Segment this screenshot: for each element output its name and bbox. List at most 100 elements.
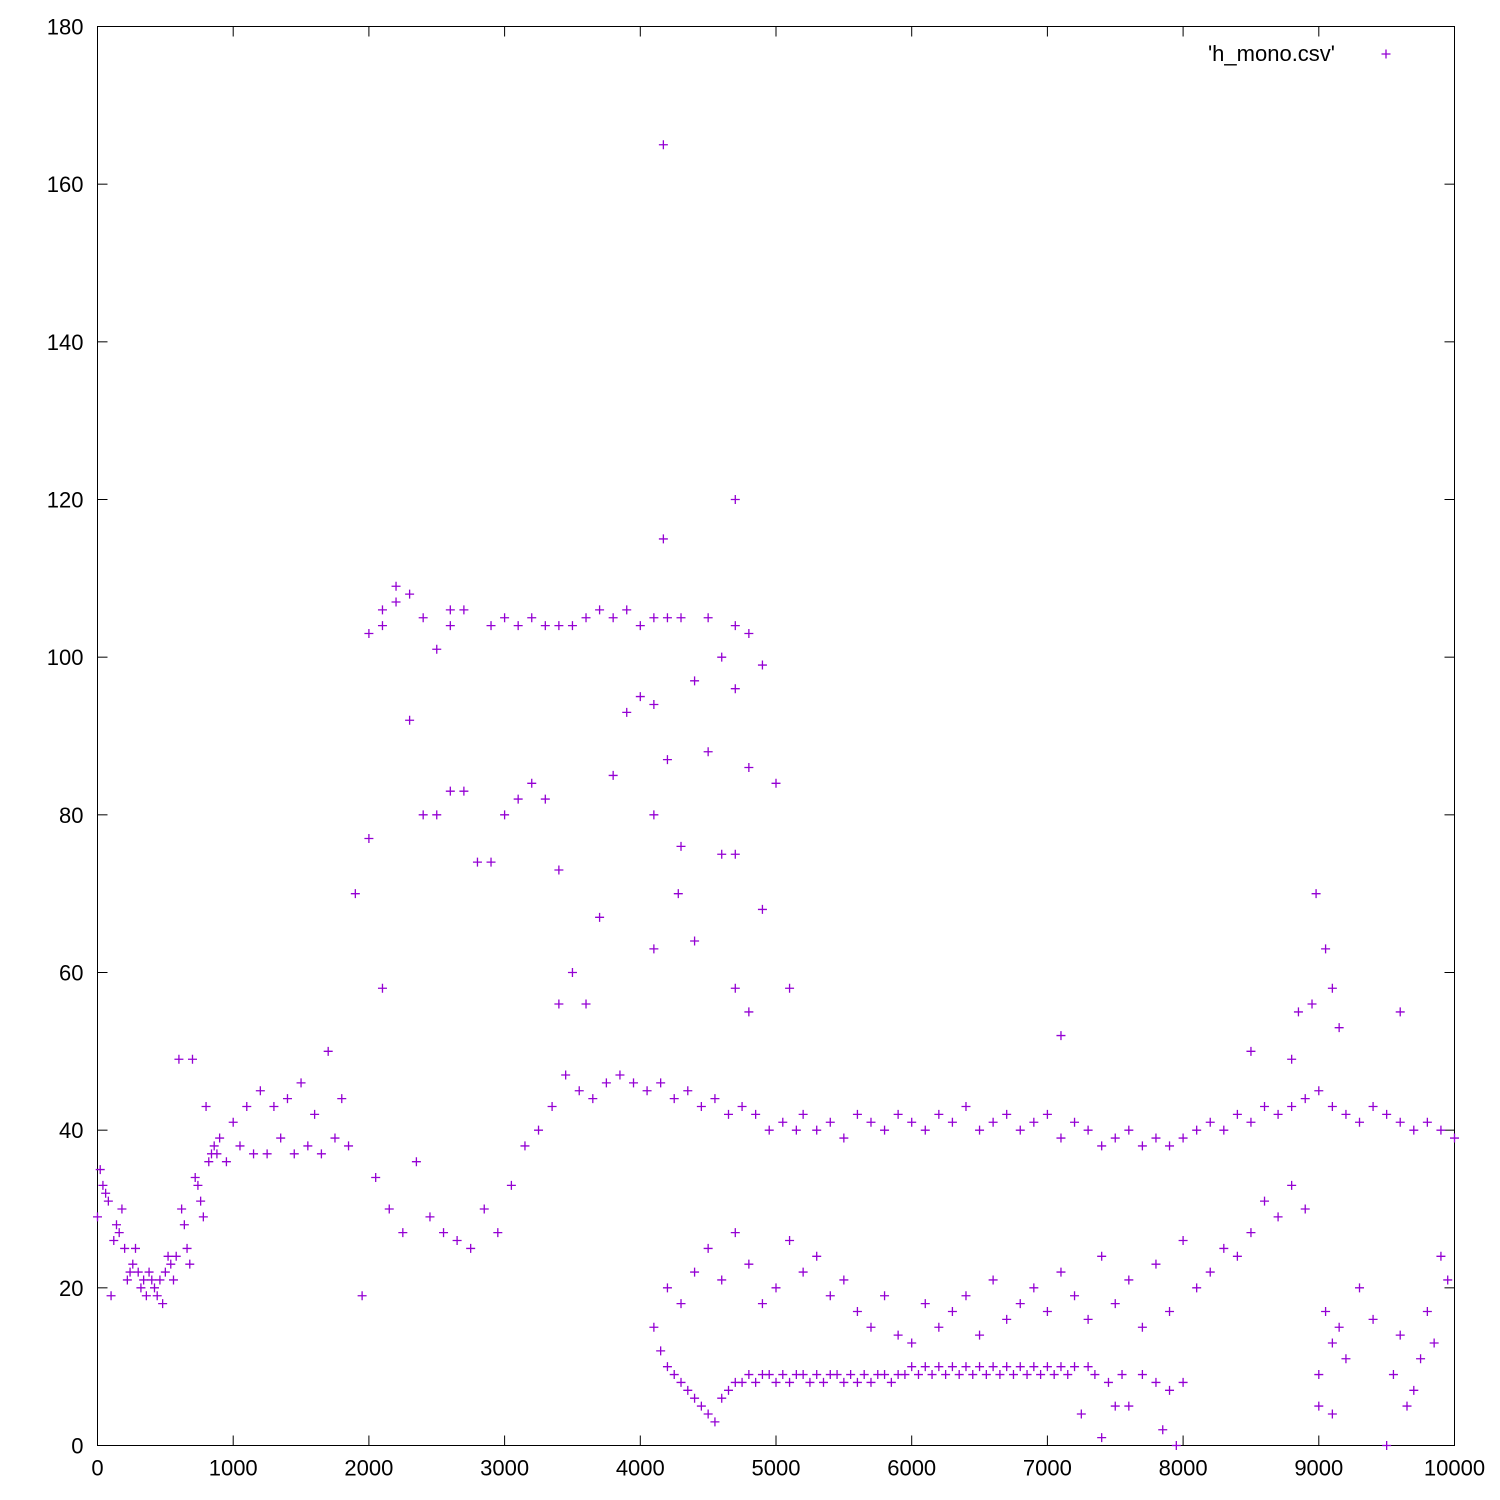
- data-point: [1165, 1385, 1175, 1395]
- data-point: [459, 786, 469, 796]
- data-points: [93, 140, 1459, 1450]
- data-point: [1334, 1322, 1344, 1332]
- data-point: [1307, 999, 1317, 1009]
- data-point: [249, 1149, 259, 1159]
- data-point: [1409, 1125, 1419, 1135]
- data-point: [934, 1322, 944, 1332]
- data-point: [1002, 1109, 1012, 1119]
- data-point: [357, 1291, 367, 1301]
- data-point: [785, 1236, 795, 1246]
- data-point: [662, 1283, 672, 1293]
- data-point: [669, 1094, 679, 1104]
- data-point: [601, 1078, 611, 1088]
- data-point: [1436, 1251, 1446, 1261]
- data-point: [975, 1330, 985, 1340]
- data-point: [893, 1109, 903, 1119]
- data-point: [1063, 1370, 1073, 1380]
- data-point: [934, 1109, 944, 1119]
- data-point: [1137, 1141, 1147, 1151]
- data-point: [1395, 1007, 1405, 1017]
- data-point: [133, 1267, 143, 1277]
- data-point: [1015, 1125, 1025, 1135]
- data-point: [880, 1291, 890, 1301]
- data-point: [588, 1094, 598, 1104]
- data-point: [152, 1291, 162, 1301]
- data-point: [1192, 1283, 1202, 1293]
- data-point: [198, 1212, 208, 1222]
- data-point: [954, 1370, 964, 1380]
- data-point: [182, 1243, 192, 1253]
- data-point: [798, 1370, 808, 1380]
- data-point: [920, 1125, 930, 1135]
- data-point: [798, 1267, 808, 1277]
- data-point: [907, 1117, 917, 1127]
- data-point: [1097, 1251, 1107, 1261]
- data-point: [486, 857, 496, 867]
- data-point: [751, 1109, 761, 1119]
- data-point: [1293, 1007, 1303, 1017]
- data-point: [649, 944, 659, 954]
- data-point: [920, 1299, 930, 1309]
- data-point: [1090, 1370, 1100, 1380]
- data-point: [445, 605, 455, 615]
- data-point: [130, 1243, 140, 1253]
- data-point: [506, 1180, 516, 1190]
- data-point: [1443, 1275, 1453, 1285]
- data-point: [282, 1094, 292, 1104]
- data-point: [1042, 1306, 1052, 1316]
- data-point: [1205, 1267, 1215, 1277]
- data-point: [1056, 1362, 1066, 1372]
- data-point: [581, 613, 591, 623]
- data-point: [907, 1362, 917, 1372]
- data-point: [1151, 1133, 1161, 1143]
- data-point: [778, 1370, 788, 1380]
- data-point: [737, 1377, 747, 1387]
- data-point: [1321, 944, 1331, 954]
- data-point: [1042, 1109, 1052, 1119]
- data-point: [1083, 1314, 1093, 1324]
- data-point: [913, 1370, 923, 1380]
- data-point: [690, 1267, 700, 1277]
- data-point: [141, 1291, 151, 1301]
- data-point: [1382, 1441, 1392, 1450]
- data-point: [344, 1141, 354, 1151]
- data-point: [527, 778, 537, 788]
- data-point: [1314, 1086, 1324, 1096]
- data-point: [1355, 1117, 1365, 1127]
- data-point: [968, 1370, 978, 1380]
- data-point: [364, 833, 374, 843]
- data-point: [771, 778, 781, 788]
- data-point: [1368, 1314, 1378, 1324]
- data-point: [880, 1370, 890, 1380]
- data-point: [757, 660, 767, 670]
- data-point: [479, 1204, 489, 1214]
- data-point: [805, 1377, 815, 1387]
- data-point: [1029, 1117, 1039, 1127]
- data-point: [1246, 1228, 1256, 1238]
- data-point: [683, 1385, 693, 1395]
- data-point: [1165, 1141, 1175, 1151]
- data-point: [1422, 1306, 1432, 1316]
- data-point: [221, 1157, 231, 1167]
- data-point: [934, 1362, 944, 1372]
- data-point: [961, 1102, 971, 1112]
- data-point: [744, 1370, 754, 1380]
- data-point: [1124, 1275, 1134, 1285]
- y-tick-label: 160: [47, 172, 84, 197]
- data-point: [486, 621, 496, 631]
- data-point: [1341, 1354, 1351, 1364]
- data-point: [947, 1117, 957, 1127]
- data-point: [500, 810, 510, 820]
- data-point: [1300, 1094, 1310, 1104]
- y-tick-label: 60: [59, 961, 83, 986]
- data-point: [1097, 1141, 1107, 1151]
- data-point: [158, 1299, 168, 1309]
- data-point: [642, 1086, 652, 1096]
- data-point: [1029, 1283, 1039, 1293]
- data-point: [196, 1196, 206, 1206]
- data-point: [658, 534, 668, 544]
- data-point: [608, 613, 618, 623]
- data-point: [812, 1251, 822, 1261]
- data-point: [866, 1117, 876, 1127]
